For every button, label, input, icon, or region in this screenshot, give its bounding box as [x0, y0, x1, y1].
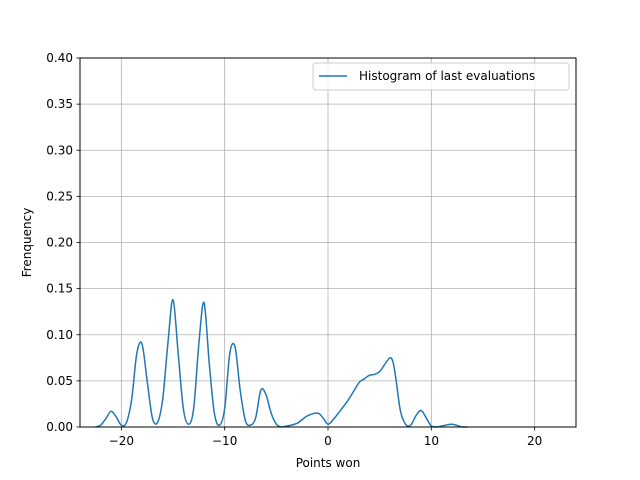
y-tick-label: 0.10 [46, 328, 73, 342]
y-tick-label: 0.20 [46, 236, 73, 250]
legend-label: Histogram of last evaluations [359, 69, 535, 83]
x-tick-label: −20 [109, 434, 134, 448]
legend-box [312, 62, 570, 91]
y-tick-label: 0.00 [46, 420, 73, 434]
legend: Histogram of last evaluations [312, 62, 570, 91]
y-tick-label: 0.15 [46, 282, 73, 296]
series-layer [95, 298, 468, 428]
x-tick-label: 10 [424, 434, 439, 448]
y-tick-label: 0.05 [46, 374, 73, 388]
y-tick-label: 0.30 [46, 143, 73, 157]
x-tick-label: 20 [527, 434, 542, 448]
y-tick-label: 0.35 [46, 97, 73, 111]
x-tick-label: 0 [324, 434, 332, 448]
series-line [95, 298, 468, 428]
x-tick-label: −10 [212, 434, 237, 448]
y-axis-ticks: 0.00 0.05 0.10 0.15 0.20 0.25 0.30 0.35 0.40 [46, 51, 80, 434]
x-axis-ticks: −20 −10 0 10 20 [109, 427, 542, 448]
y-tick-label: 0.40 [46, 51, 73, 65]
x-axis-label: Points won [296, 456, 361, 470]
y-axis-label: Frenquency [20, 208, 34, 278]
y-tick-label: 0.25 [46, 189, 73, 203]
